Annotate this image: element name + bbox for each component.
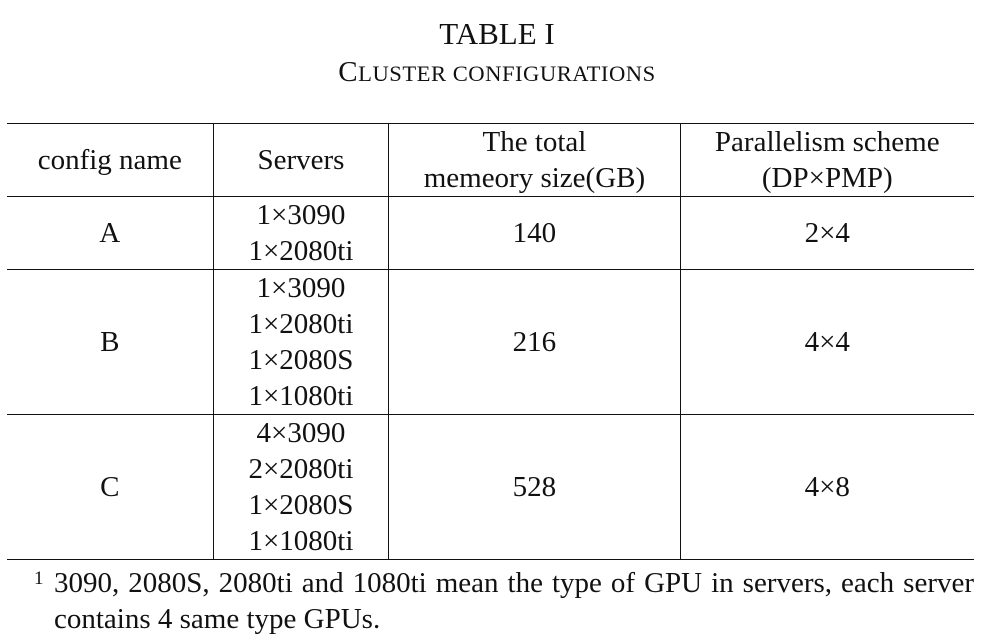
header-parallelism: Parallelism scheme (DP×PMP)	[679, 123, 974, 197]
cell-config: C	[7, 414, 214, 560]
table-header-row: config name Servers The total memeory siz…	[7, 123, 974, 197]
server-entry: 2×2080ti	[248, 453, 354, 485]
cell-config: A	[7, 196, 214, 270]
cell-servers: 4×3090 2×2080ti 1×2080S 1×1080ti	[212, 414, 390, 560]
cluster-config-table: config name Servers The total memeory siz…	[7, 123, 974, 560]
footnote-text: 3090, 2080S, 2080ti and 1080ti mean the …	[54, 567, 974, 635]
table-title-smallcaps: LUSTER CONFIGURATIONS	[358, 61, 656, 86]
server-entry: 1×2080S	[248, 489, 354, 521]
server-entry: 1×2080ti	[248, 308, 354, 340]
server-entry: 1×1080ti	[248, 525, 354, 557]
server-entry: 1×3090	[256, 199, 346, 231]
cell-parallelism: 4×4	[679, 269, 974, 415]
cell-memory: 528	[388, 414, 681, 560]
header-parallelism-line2: (DP×PMP)	[761, 162, 893, 194]
table-label: TABLE I	[439, 16, 555, 51]
table-row: B 1×3090 1×2080ti 1×2080S 1×1080ti 216 4…	[7, 269, 974, 415]
header-servers: Servers	[212, 123, 390, 197]
cell-config: B	[7, 269, 214, 415]
server-entry: 1×2080ti	[248, 235, 354, 267]
table-footnote: 1 3090, 2080S, 2080ti and 1080ti mean th…	[34, 565, 974, 637]
server-entry: 1×2080S	[248, 344, 354, 376]
footnote-marker: 1	[34, 568, 44, 589]
header-config-name: config name	[7, 123, 214, 197]
cell-memory: 140	[388, 196, 681, 270]
cell-servers: 1×3090 1×2080ti	[212, 196, 390, 270]
header-memory-line1: The total	[482, 126, 587, 158]
table-row: A 1×3090 1×2080ti 140 2×4	[7, 196, 974, 270]
cell-memory: 216	[388, 269, 681, 415]
table-row: C 4×3090 2×2080ti 1×2080S 1×1080ti 528 4…	[7, 414, 974, 560]
header-memory-line2: memeory size(GB)	[423, 162, 646, 194]
server-entry: 1×1080ti	[248, 380, 354, 412]
cell-parallelism: 4×8	[679, 414, 974, 560]
table-title-initial: C	[338, 56, 359, 88]
server-entry: 4×3090	[256, 417, 346, 449]
header-total-memory: The total memeory size(GB)	[388, 123, 681, 197]
header-parallelism-line1: Parallelism scheme	[714, 126, 940, 158]
cell-servers: 1×3090 1×2080ti 1×2080S 1×1080ti	[212, 269, 390, 415]
table-title: CLUSTER CONFIGURATIONS	[0, 54, 994, 92]
cell-parallelism: 2×4	[679, 196, 974, 270]
server-entry: 1×3090	[256, 272, 346, 304]
